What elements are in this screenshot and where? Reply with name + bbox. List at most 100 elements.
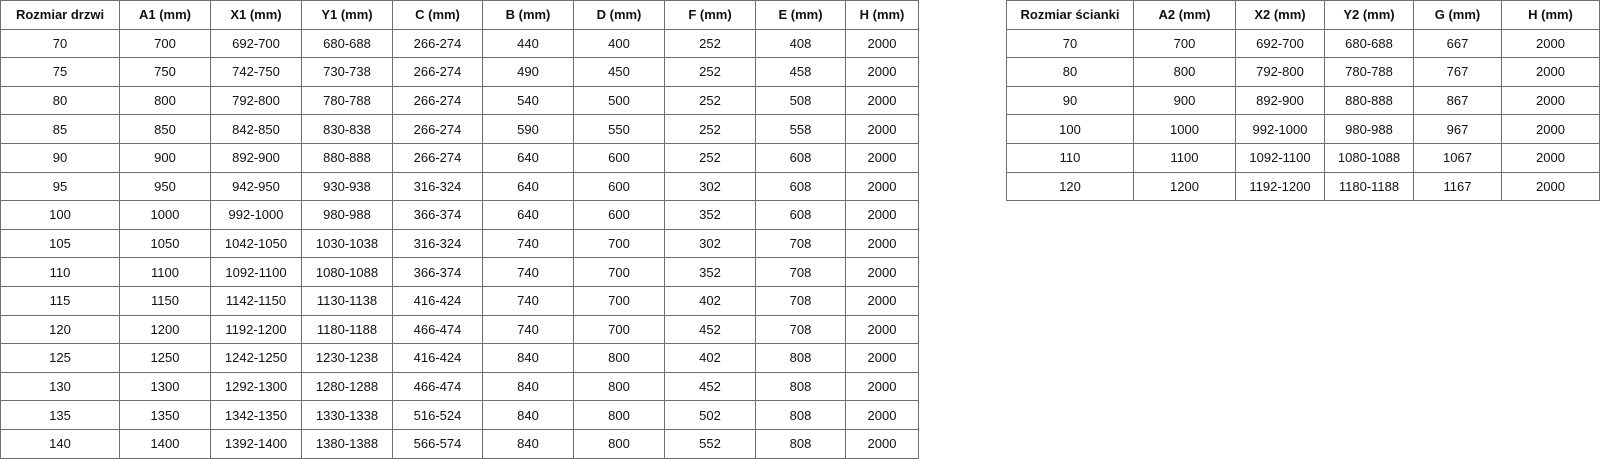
table-cell: 266-274	[392, 57, 483, 87]
table-cell: 1342-1350	[210, 400, 302, 430]
table-cell: 692-700	[210, 28, 302, 59]
table-cell: 740	[482, 257, 574, 287]
table-cell: 466-474	[392, 371, 483, 402]
wall-size-table: Rozmiar ścianki A2 (mm) X2 (mm) Y2 (mm) G (m…	[1006, 0, 1600, 202]
column-header: Y1 (mm)	[301, 0, 393, 30]
table-cell: 608	[755, 171, 846, 202]
table-cell: 942-950	[210, 171, 302, 202]
table-cell: 2000	[845, 257, 919, 287]
table-cell: 2000	[845, 85, 919, 116]
table-cell: 1100	[1133, 142, 1236, 173]
column-header: B (mm)	[482, 0, 574, 30]
table-cell: 550	[573, 114, 665, 144]
table-cell: 892-900	[1235, 85, 1325, 116]
table-cell: 800	[573, 343, 665, 373]
table-cell: 266-274	[392, 142, 483, 173]
table-cell: 2000	[845, 142, 919, 173]
table-cell: 600	[573, 200, 665, 230]
table-cell: 1050	[119, 228, 211, 259]
table-cell: 1000	[119, 200, 211, 230]
table-cell: 110	[1006, 142, 1134, 173]
table-cell: 1092-1100	[1235, 142, 1325, 173]
table-cell: 840	[482, 428, 574, 459]
table-cell: 120	[0, 314, 120, 345]
table-row: 75 750 742-750 730-738 266-274 490 450 252 458 20…	[0, 57, 919, 87]
table-cell: 640	[482, 171, 574, 202]
table-cell: 135	[0, 400, 120, 430]
table-cell: 792-800	[210, 85, 302, 116]
table-cell: 490	[482, 57, 574, 87]
table-cell: 1150	[119, 285, 211, 316]
table-cell: 252	[664, 114, 756, 144]
table-cell: 2000	[845, 400, 919, 430]
table-cell: 667	[1413, 28, 1502, 59]
table-cell: 800	[119, 85, 211, 116]
table-cell: 700	[573, 285, 665, 316]
table-cell: 540	[482, 85, 574, 116]
table-row: 85 850 842-850 830-838 266-274 590 550 252 558 20…	[0, 114, 919, 144]
table-row: 95 950 942-950 930-938 316-324 640 600 302 608 20…	[0, 171, 919, 202]
table-cell: 740	[482, 285, 574, 316]
table-row: 135 1350 1342-1350 1330-1338 516-524 840 800 50…	[0, 400, 919, 430]
table-cell: 808	[755, 428, 846, 459]
table-row: 110 1100 1092-1100 1080-1088 1067 2000	[1006, 142, 1600, 173]
table-cell: 80	[0, 85, 120, 116]
table-cell: 1130-1138	[301, 285, 393, 316]
table-cell: 366-374	[392, 200, 483, 230]
table-cell: 2000	[1501, 57, 1600, 87]
table-row: 120 1200 1192-1200 1180-1188 466-474 740 700 45…	[0, 314, 919, 345]
table-row: 100 1000 992-1000 980-988 967 2000	[1006, 114, 1600, 144]
table-cell: 1100	[119, 257, 211, 287]
table-cell: 70	[1006, 28, 1134, 59]
table-cell: 950	[119, 171, 211, 202]
table-cell: 692-700	[1235, 28, 1325, 59]
table-cell: 458	[755, 57, 846, 87]
table-cell: 1180-1188	[301, 314, 393, 345]
table-cell: 1180-1188	[1324, 171, 1414, 202]
table-cell: 1192-1200	[210, 314, 302, 345]
column-header: X2 (mm)	[1235, 0, 1325, 30]
door-size-table: Rozmiar drzwi A1 (mm) X1 (mm) Y1 (mm) C (mm)…	[0, 0, 919, 459]
table-cell: 840	[482, 371, 574, 402]
table-cell: 2000	[1501, 171, 1600, 202]
table-cell: 1200	[119, 314, 211, 345]
table-cell: 740	[482, 228, 574, 259]
table-cell: 892-900	[210, 142, 302, 173]
table-cell: 600	[573, 142, 665, 173]
table-cell: 700	[573, 228, 665, 259]
table-cell: 880-888	[1324, 85, 1414, 116]
table-cell: 302	[664, 171, 756, 202]
table-cell: 792-800	[1235, 57, 1325, 87]
table-cell: 566-574	[392, 428, 483, 459]
table-cell: 700	[573, 314, 665, 345]
table-cell: 266-274	[392, 28, 483, 59]
table-cell: 608	[755, 200, 846, 230]
column-header: C (mm)	[392, 0, 483, 30]
table-cell: 2000	[845, 314, 919, 345]
column-header: E (mm)	[755, 0, 846, 30]
table-cell: 900	[119, 142, 211, 173]
table-cell: 700	[119, 28, 211, 59]
column-header: Y2 (mm)	[1324, 0, 1414, 30]
table-cell: 95	[0, 171, 120, 202]
table-cell: 700	[1133, 28, 1236, 59]
column-header: F (mm)	[664, 0, 756, 30]
table-row: 70 700 692-700 680-688 667 2000	[1006, 28, 1600, 59]
table-cell: 780-788	[301, 85, 393, 116]
table-cell: 2000	[1501, 142, 1600, 173]
table-cell: 2000	[845, 57, 919, 87]
table-cell: 352	[664, 257, 756, 287]
table-cell: 967	[1413, 114, 1502, 144]
table-cell: 558	[755, 114, 846, 144]
table-cell: 115	[0, 285, 120, 316]
table-cell: 708	[755, 257, 846, 287]
table-cell: 452	[664, 371, 756, 402]
table-cell: 800	[1133, 57, 1236, 87]
table-row: 140 1400 1392-1400 1380-1388 566-574 840 800 55…	[0, 428, 919, 459]
table-cell: 640	[482, 142, 574, 173]
column-header: G (mm)	[1413, 0, 1502, 30]
table-row: 125 1250 1242-1250 1230-1238 416-424 840 800 40…	[0, 343, 919, 373]
table-cell: 708	[755, 314, 846, 345]
column-header: A1 (mm)	[119, 0, 211, 30]
table-cell: 500	[573, 85, 665, 116]
